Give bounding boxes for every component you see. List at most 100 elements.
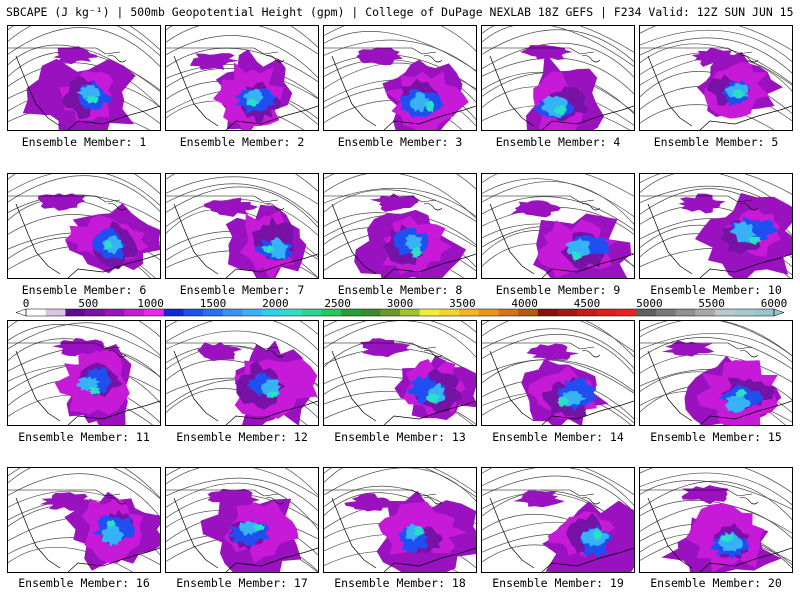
colorbar-tick-label: 500 [78, 297, 99, 310]
great-lakes-outline [423, 203, 443, 211]
cape-shading-region [513, 490, 565, 508]
coastline [489, 497, 634, 572]
ensemble-member-map [165, 467, 319, 573]
colorbar-tick-label: 2500 [324, 297, 351, 310]
colorbar-tick-label: 5000 [636, 297, 663, 310]
cape-shading-region [360, 338, 411, 358]
colorbar-swatch [360, 309, 381, 316]
colorbar-swatch [400, 309, 420, 316]
colorbar-swatch [45, 309, 66, 316]
great-lakes-outline [739, 497, 759, 505]
colorbar-swatch [714, 309, 735, 316]
cape-shading-region [717, 531, 743, 552]
colorbar-tick-label: 0 [22, 297, 30, 310]
cape-shading-region [553, 104, 568, 116]
cape-shading-region [661, 340, 715, 357]
cape-shading-region [101, 524, 125, 547]
cape-shading-region [39, 492, 93, 511]
coastline [331, 350, 476, 425]
ensemble-member-caption: Ensemble Member: 13 [334, 430, 466, 444]
coastline [331, 497, 476, 572]
ensemble-member-caption: Ensemble Member: 18 [334, 576, 466, 590]
cape-shading-region [681, 485, 729, 505]
coastline [173, 350, 318, 425]
great-lakes-outline [265, 55, 285, 63]
colorbar-swatch [518, 309, 539, 316]
ensemble-member-map [7, 25, 161, 131]
colorbar-swatch [616, 309, 637, 316]
colorbar-swatch [439, 309, 460, 316]
great-lakes-outline [581, 350, 601, 358]
country-border [8, 47, 121, 55]
great-lakes-outline [423, 55, 443, 63]
cape-shading-region [76, 85, 101, 100]
great-lakes-outline [107, 203, 127, 211]
ensemble-member-caption: Ensemble Member: 1 [21, 135, 147, 149]
great-lakes-outline [581, 55, 601, 63]
country-border [482, 342, 595, 350]
colorbar-swatch [65, 309, 86, 316]
cape-shading-region [203, 197, 259, 217]
country-border [324, 195, 437, 203]
coastline [331, 203, 476, 278]
ensemble-member-caption: Ensemble Member: 3 [337, 135, 463, 149]
coastline [15, 350, 160, 425]
cape-shading-region [557, 396, 570, 407]
colorbar-swatch [557, 309, 578, 316]
country-border [8, 489, 121, 497]
cape-shading-region [369, 193, 419, 212]
colorbar-tick-label: 1000 [137, 297, 164, 310]
colorbar-swatch [281, 309, 302, 316]
coastline [15, 203, 160, 278]
ensemble-member-caption: Ensemble Member: 16 [18, 576, 150, 590]
cape-shading-region [520, 45, 573, 60]
country-border [640, 195, 753, 203]
cape-shading-region [243, 88, 264, 105]
colorbar-tick-label: 6000 [760, 297, 788, 310]
ensemble-member-caption: Ensemble Member: 19 [492, 576, 624, 590]
cape-shading-region [724, 394, 751, 413]
cape-shading-region [571, 251, 582, 262]
country-border [166, 47, 279, 55]
cape-shading-region [190, 53, 240, 70]
ensemble-member-map [639, 467, 793, 573]
country-border [640, 47, 753, 55]
cape-shading-region [344, 493, 395, 512]
ensemble-member-map [165, 320, 319, 426]
colorbar-outline [25, 308, 775, 317]
cape-shading-region [52, 338, 104, 357]
colorbar-swatch [754, 309, 775, 316]
great-lakes-outline [739, 350, 759, 358]
colorbar-swatch [222, 309, 243, 316]
cape-shading-region [267, 390, 279, 398]
coastline [15, 55, 160, 130]
ensemble-member-caption: Ensemble Member: 14 [492, 430, 624, 444]
cape-shading-region [88, 386, 101, 395]
ensemble-member-caption: Ensemble Member: 15 [650, 430, 782, 444]
colorbar-swatch [85, 309, 106, 316]
ensemble-member-caption: Ensemble Member: 11 [18, 430, 150, 444]
coastline [647, 350, 792, 425]
colorbar-swatch [577, 309, 598, 316]
ensemble-member-map [7, 467, 161, 573]
colorbar-tick-label: 4500 [573, 297, 601, 310]
ensemble-member-caption: Ensemble Member: 5 [653, 135, 779, 149]
coastline [647, 203, 792, 278]
great-lakes-outline [265, 203, 285, 211]
colorbar-swatch [262, 309, 283, 316]
cape-shading-region [410, 246, 423, 258]
coastline [647, 497, 792, 572]
cape-shading-region [404, 234, 423, 250]
ensemble-member-caption: Ensemble Member: 2 [179, 135, 305, 149]
ensemble-member-map [323, 25, 477, 131]
colorbar-tick-label: 1500 [199, 297, 227, 310]
ensemble-member-map [323, 320, 477, 426]
colorbar-swatch [636, 309, 657, 316]
country-border [482, 489, 595, 497]
colorbar-swatch [163, 309, 184, 316]
country-border [166, 342, 279, 350]
cape-shading-region [267, 236, 289, 260]
ensemble-member-map [7, 320, 161, 426]
great-lakes-outline [581, 497, 601, 505]
cape-shading-region [85, 94, 99, 104]
